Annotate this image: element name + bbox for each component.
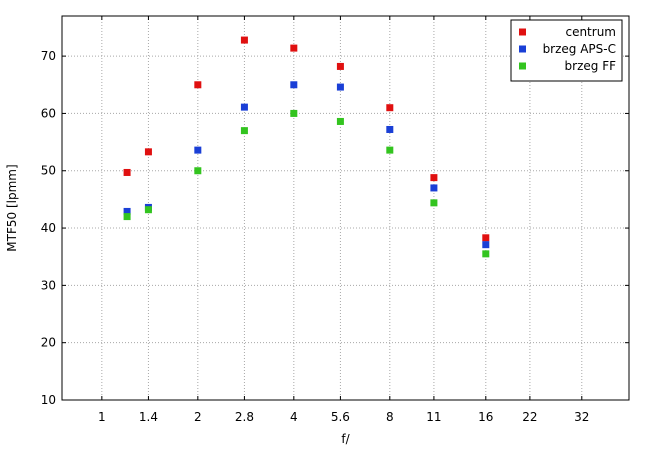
x-tick-label: 1 (98, 410, 106, 424)
series-brzeg-ff (123, 109, 490, 258)
x-tick-label: 16 (478, 410, 493, 424)
y-axis-label: MTF50 [lpmm] (5, 164, 19, 251)
plot-frame (61, 15, 630, 401)
y-tick-label: 70 (41, 49, 56, 63)
x-tick-label: 1.4 (139, 410, 158, 424)
data-point (386, 125, 394, 133)
data-point (482, 241, 490, 249)
data-point (336, 117, 344, 125)
y-tick-label: 10 (41, 393, 56, 407)
data-point (240, 36, 248, 44)
data-point (482, 234, 490, 242)
y-tick-label: 50 (41, 164, 56, 178)
data-point (290, 44, 298, 52)
data-point (290, 109, 298, 117)
legend-swatch (519, 28, 526, 36)
data-point (430, 184, 438, 192)
x-tick-label: 2.8 (235, 410, 254, 424)
legend-swatch (519, 45, 526, 53)
x-axis-label: f/ (341, 432, 350, 446)
data-point (336, 62, 344, 70)
data-point (336, 83, 344, 91)
data-point (123, 213, 131, 221)
data-point (194, 81, 202, 89)
data-point (144, 148, 152, 156)
x-tick-label: 5.6 (331, 410, 350, 424)
data-point (386, 146, 394, 154)
legend-swatch (519, 62, 526, 70)
point-layer (123, 36, 490, 258)
x-tick-label: 32 (574, 410, 589, 424)
legend-label: brzeg FF (565, 59, 617, 73)
x-tick-label: 22 (522, 410, 537, 424)
x-tick-label: 2 (194, 410, 202, 424)
data-point (144, 206, 152, 214)
data-point (430, 174, 438, 182)
y-tick-label: 20 (41, 336, 56, 350)
x-tick-label: 8 (386, 410, 394, 424)
series-brzeg-aps-c (123, 81, 490, 249)
legend-label: centrum (565, 25, 616, 39)
legend-box (510, 19, 623, 82)
data-point (240, 127, 248, 135)
data-point (123, 168, 131, 176)
data-point (123, 207, 131, 215)
data-point (240, 103, 248, 111)
data-point (482, 250, 490, 258)
series-centrum (123, 36, 490, 242)
data-point (430, 199, 438, 207)
y-tick-label: 60 (41, 106, 56, 120)
data-point (194, 167, 202, 175)
y-tick-label: 40 (41, 221, 56, 235)
data-point (194, 146, 202, 154)
y-tick-label: 30 (41, 278, 56, 292)
tick-layer: 1 1.4 2 2.8 4 5.6 8 11 16 22 32 10 20 30 40 50 60 70 (41, 16, 629, 424)
data-point (386, 104, 394, 112)
x-tick-label: 11 (426, 410, 441, 424)
x-tick-label: 4 (290, 410, 298, 424)
legend: centrum brzeg APS-C brzeg FF (510, 19, 623, 82)
legend-label: brzeg APS-C (543, 42, 616, 56)
data-point (290, 81, 298, 89)
